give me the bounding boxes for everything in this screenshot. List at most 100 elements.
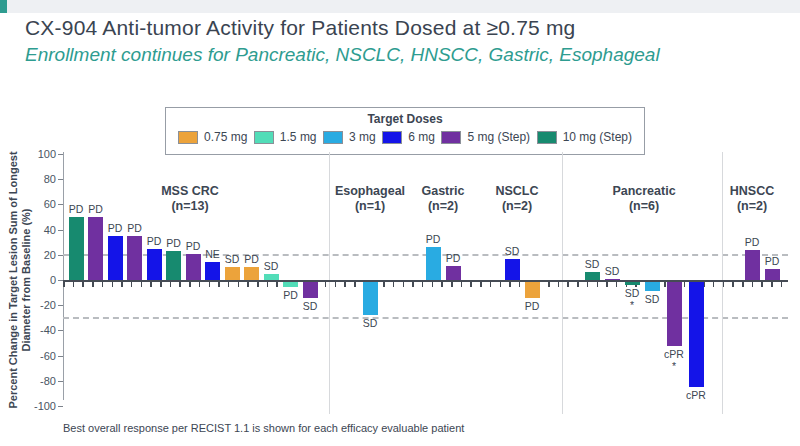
bar [505,259,520,280]
group-header: Pancreatic(n=6) [612,184,675,214]
group-n: (n=13) [161,199,219,214]
group-name: Esophageal [335,184,405,199]
bar [225,267,240,280]
bar [88,217,103,280]
group-name: Gastric [421,184,464,199]
legend-item-label: 5 mg (Step) [467,130,530,144]
legend-item: 6 mg [382,130,435,144]
legend-swatch-icon [441,131,461,144]
bar [166,251,181,280]
group-name: MSS CRC [161,184,219,199]
y-tick-mark [58,406,63,407]
bar-response-label: PD [525,300,540,312]
legend-item-label: 0.75 mg [204,130,247,144]
y-tick-mark [58,230,63,231]
legend-swatch-icon [178,131,198,144]
legend-item: 1.5 mg [254,130,317,144]
bar-response-label: cPR [686,389,706,401]
group-name: Pancreatic [612,184,675,199]
bar [264,274,279,280]
legend-swatch-icon [537,131,557,144]
bar [745,250,760,280]
bar-response-label: SD [264,260,279,272]
y-tick-mark [58,154,63,155]
y-axis [63,152,64,400]
top-strip [0,0,800,13]
bar-response-label: SD [303,300,318,312]
bar-response-label: SD [645,293,660,305]
bar-response-label: PD [765,255,780,267]
group-header: Esophageal(n=1) [335,184,405,214]
legend-title: Target Doses [166,112,644,126]
y-tick-mark [58,204,63,205]
bar [689,282,704,387]
bar-response-label: PD [166,237,181,249]
bar [585,272,600,280]
bar-response-label: NE [205,248,220,260]
y-axis-title-line2: Diameter from Baseline (%) [20,130,33,430]
bar-response-label: cPR* [664,348,684,372]
group-n: (n=1) [335,199,405,214]
legend-item-label: 1.5 mg [280,130,317,144]
legend-item: 0.75 mg [178,130,247,144]
bar-response-label: SD [505,245,520,257]
legend: Target Doses 0.75 mg 1.5 mg 3 mg 6 mg 5 mg (… [165,107,645,155]
y-tick-mark [58,179,63,180]
legend-swatch-icon [254,131,274,144]
bar-response-label: PD [88,203,103,215]
y-tick-mark [58,330,63,331]
bar-response-label: PD [745,236,760,248]
y-axis-title: Percent Change in Target Lesion Sum of L… [7,130,33,430]
bar-response-label: SD [363,317,378,329]
legend-item-label: 3 mg [349,130,376,144]
bar-response-label: PD [446,252,461,264]
bar-response-label: PD [147,235,162,247]
group-header: NSCLC(n=2) [495,184,538,214]
bar [283,282,298,287]
group-n: (n=6) [612,199,675,214]
legend-items: 0.75 mg 1.5 mg 3 mg 6 mg 5 mg (Step) 10 mg (S… [166,126,644,144]
legend-item-label: 6 mg [408,130,435,144]
bar [147,249,162,281]
asterisk: * [625,299,640,311]
group-name: NSCLC [495,184,538,199]
legend-swatch-icon [323,131,343,144]
group-header: MSS CRC(n=13) [161,184,219,214]
bar-response-label: PD [244,253,259,265]
bar [127,236,142,280]
group-header: Gastric(n=2) [421,184,464,214]
bar [426,247,441,280]
bar [625,282,640,285]
bar [765,269,780,280]
group-n: (n=2) [730,199,774,214]
bar [69,217,84,280]
bar-response-label: PD [283,289,298,301]
legend-item: 5 mg (Step) [441,130,530,144]
group-name: HNSCC [730,184,774,199]
bar-response-label: PD [127,222,142,234]
bar [525,282,540,298]
bar [303,282,318,298]
bar-response-label: PD [426,233,441,245]
bar-response-label: PD [186,240,201,252]
group-n: (n=2) [421,199,464,214]
bar [186,254,201,280]
asterisk: * [664,360,684,372]
bar-response-label: SD [585,258,600,270]
legend-swatch-icon [382,131,402,144]
bar [605,279,620,280]
bar [645,282,660,291]
page-subtitle: Enrollment continues for Pancreatic, NSC… [25,44,660,66]
legend-item: 3 mg [323,130,376,144]
y-axis-title-line1: Percent Change in Target Lesion Sum of L… [7,130,20,430]
bar [108,236,123,280]
legend-item-label: 10 mg (Step) [563,130,632,144]
footnote: Best overall response per RECIST 1.1 is … [63,422,464,434]
bar [205,262,220,280]
group-header: HNSCC(n=2) [730,184,774,214]
bar-response-label: PD [108,222,123,234]
bar [244,267,259,280]
bar [363,282,378,315]
slide: CX-904 Anti-tumor Activity for Patients … [0,0,800,446]
bar-response-label: SD* [625,287,640,311]
